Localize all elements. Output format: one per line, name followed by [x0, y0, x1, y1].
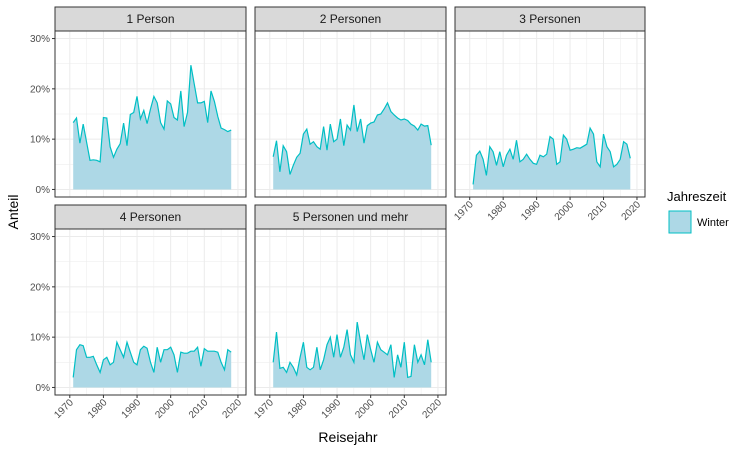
x-tick-label: 2000	[153, 397, 177, 421]
x-tick-label: 2010	[586, 199, 610, 223]
facet-strip-label: 3 Personen	[519, 12, 580, 26]
y-tick-label: 30%	[30, 34, 50, 45]
area-line-winter	[72, 65, 232, 163]
panels-layer: 1 Person 0% 10% 20% 30% 2 Personen 3 Personen 1…	[30, 6, 646, 421]
x-tick-label: 1970	[252, 397, 276, 421]
facet-panel-2-personen: 2 Personen	[254, 6, 447, 198]
facet-strip	[54, 6, 247, 32]
facet-strip	[254, 204, 447, 230]
y-tick-label: 20%	[30, 282, 50, 293]
panel-border	[254, 30, 447, 198]
x-tick-label: 1980	[486, 199, 510, 223]
facet-panel-1-person: 1 Person 0% 10% 20% 30%	[30, 6, 247, 198]
area-line-winter	[72, 339, 232, 378]
y-tick-label: 0%	[36, 383, 51, 394]
panel-border	[254, 228, 447, 396]
facet-strip	[454, 6, 646, 32]
facet-strip-label: 4 Personen	[120, 210, 181, 224]
x-tick-label: 2000	[553, 199, 577, 223]
area-line-winter	[472, 126, 631, 185]
legend-title: Jahreszeit	[667, 189, 727, 204]
area-line-winter	[272, 321, 432, 379]
panel-border	[454, 30, 646, 198]
x-tick-label: 1980	[86, 397, 110, 421]
area-fill-winter	[273, 322, 432, 388]
legend-label-winter: Winter	[697, 217, 729, 229]
facet-strip-label: 2 Personen	[320, 12, 381, 26]
x-tick-label: 2020	[620, 199, 644, 223]
panel-border	[54, 30, 247, 198]
y-tick-label: 10%	[30, 333, 50, 344]
x-tick-label: 2000	[353, 397, 377, 421]
area-line-winter	[272, 101, 432, 175]
facet-strip-label: 1 Person	[126, 12, 174, 26]
x-tick-label: 2020	[221, 397, 245, 421]
y-tick-label: 10%	[30, 135, 50, 146]
x-tick-label: 1990	[120, 397, 144, 421]
facet-strip	[254, 6, 447, 32]
x-tick-label: 2020	[421, 397, 445, 421]
legend: Jahreszeit Winter	[667, 189, 729, 234]
legend-key-winter	[668, 210, 692, 234]
facet-panel-4-personen: 4 Personen 0% 10% 20% 30% 1970 1980 1990 2000 201…	[30, 204, 247, 421]
x-axis-title: Reisejahr	[318, 429, 377, 445]
area-fill-winter	[273, 102, 432, 190]
x-tick-label: 1980	[286, 397, 310, 421]
facet-panel-3-personen: 3 Personen 1970 1980 1990 2000 2010 2020	[452, 6, 646, 223]
x-tick-label: 1970	[452, 199, 476, 223]
y-tick-label: 0%	[36, 185, 51, 196]
area-fill-winter	[73, 342, 232, 388]
x-tick-label: 2010	[187, 397, 211, 421]
x-tick-label: 2010	[387, 397, 411, 421]
facet-strip	[54, 204, 247, 230]
y-tick-label: 30%	[30, 232, 50, 243]
area-fill-winter	[73, 65, 232, 190]
panel-border	[54, 228, 247, 396]
x-tick-label: 1970	[52, 397, 76, 421]
x-tick-label: 1990	[320, 397, 344, 421]
area-fill-winter	[473, 128, 631, 190]
facet-panel-5-personen-und-mehr: 5 Personen und mehr 1970 1980 1990 2000 2010 2…	[252, 204, 447, 421]
facet-strip-label: 5 Personen und mehr	[293, 210, 408, 224]
y-tick-label: 20%	[30, 84, 50, 95]
x-tick-label: 1990	[519, 199, 543, 223]
y-axis-title: Anteil	[5, 194, 21, 229]
